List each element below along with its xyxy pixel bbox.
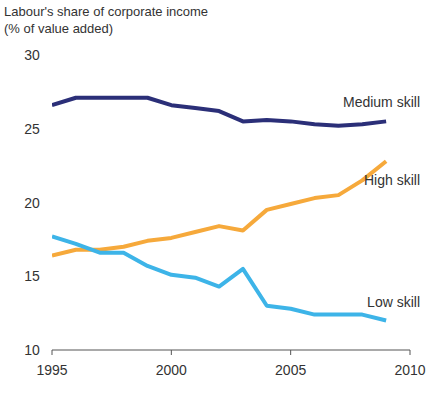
y-tick-label: 15: [24, 268, 40, 284]
series-line: [52, 236, 386, 320]
x-tick-label: 2005: [275, 362, 306, 378]
x-tick-label: 1995: [36, 362, 67, 378]
series-line: [52, 161, 386, 255]
title: Labour's share of corporate income: [4, 4, 208, 19]
subtitle: (% of value added): [4, 21, 113, 36]
plot-area: [52, 98, 386, 321]
y-tick-label: 20: [24, 195, 40, 211]
x-tick: [52, 350, 53, 355]
x-tick-label: 2000: [156, 362, 187, 378]
series-label: Medium skill: [343, 94, 420, 110]
x-tick: [171, 350, 172, 355]
x-axis-line: [52, 350, 410, 351]
y-tick-label: 10: [24, 342, 40, 358]
y-tick-label: 25: [24, 121, 40, 137]
series-label: Low skill: [367, 294, 420, 310]
series-line: [52, 98, 386, 126]
x-tick: [290, 350, 291, 355]
x-tick-label: 2010: [394, 362, 425, 378]
y-tick-label: 30: [24, 47, 40, 63]
x-tick: [410, 350, 411, 355]
series-label: High skill: [364, 172, 420, 188]
chart: Labour's share of corporate income (% of …: [0, 0, 444, 408]
